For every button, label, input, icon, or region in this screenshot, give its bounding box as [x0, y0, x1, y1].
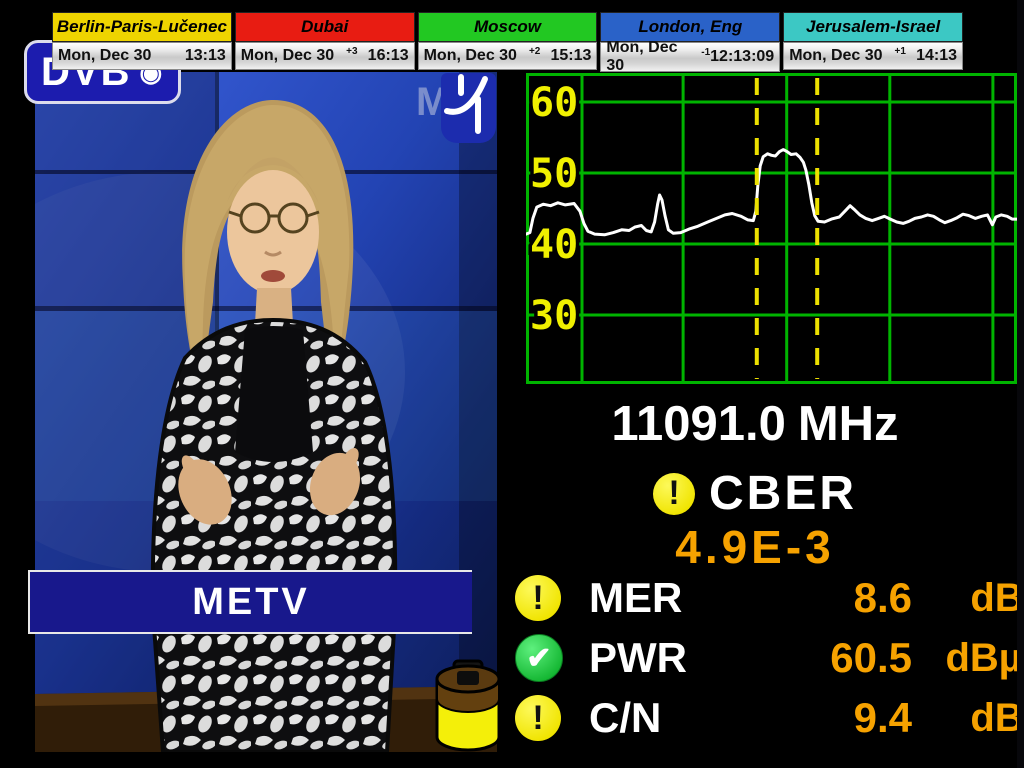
- clock-time-row: Mon, Dec 30 -1 12:13:09: [600, 39, 781, 74]
- metric-value: 8.6: [853, 574, 912, 621]
- clock-utc-offset: +2: [528, 45, 541, 57]
- clock-date: Mon, Dec 30: [789, 47, 883, 64]
- warning-icon: !: [515, 575, 561, 621]
- clock-time-row: Mon, Dec 30 +2 15:13: [417, 42, 598, 70]
- clock-cell-berlin: Berlin-Paris-Lučenec Mon, Dec 30 13:13: [52, 12, 232, 70]
- clock-utc-offset: +3: [346, 45, 358, 57]
- svg-text:50: 50: [530, 151, 578, 197]
- clock-date: Mon, Dec 30: [58, 47, 152, 64]
- warning-icon: !: [515, 695, 561, 741]
- clock-date: Mon, Dec 30: [240, 47, 335, 64]
- frequency-readout: 11091.0 MHz: [505, 396, 1005, 452]
- clock-city-label: London, Eng: [600, 12, 781, 42]
- channel-name: METV: [192, 580, 310, 623]
- metric-unit: dB: [970, 695, 1017, 740]
- clock-time-row: Mon, Dec 30 +3 16:13: [234, 42, 415, 70]
- metric-unit: dBµV: [945, 635, 1017, 680]
- clock-cell-london: London, Eng Mon, Dec 30 -1 12:13:09: [600, 12, 781, 74]
- clock-time-row: Mon, Dec 30 +1 14:13: [783, 42, 963, 70]
- presenter-figure: [150, 99, 398, 752]
- cber-label: CBER: [708, 467, 857, 520]
- screen-edge-frame: [1017, 0, 1024, 768]
- metric-row-pwr: ✔ PWR 60.5 dBµV: [515, 628, 1017, 688]
- cber-readout: ! CBER: [520, 466, 990, 521]
- world-clock-bar: Berlin-Paris-Lučenec Mon, Dec 30 13:13 D…: [52, 12, 963, 74]
- clock-time: 16:13: [367, 47, 409, 64]
- studio-scene: [35, 72, 497, 752]
- clock-time: 12:13:09: [710, 48, 775, 65]
- metric-value: 60.5: [830, 634, 912, 681]
- clock-city-label: Berlin-Paris-Lučenec: [52, 12, 232, 42]
- check-icon: ✔: [515, 634, 563, 682]
- clock-date: Mon, Dec 30: [606, 39, 678, 74]
- clock-time: 13:13: [184, 47, 226, 64]
- clock-utc-offset: +1: [894, 45, 906, 57]
- clock-cell-dubai: Dubai Mon, Dec 30 +3 16:13: [234, 12, 415, 70]
- svg-text:30: 30: [530, 293, 578, 339]
- spectrum-plot: 60 50 40 30: [526, 73, 1017, 384]
- metric-label: MER: [589, 574, 683, 621]
- svg-text:60: 60: [530, 80, 578, 126]
- channel-name-banner: METV: [28, 570, 472, 634]
- clock-time: 15:13: [550, 47, 592, 64]
- clock-utc-offset: -1: [701, 46, 711, 58]
- clock-city-label: Moscow: [417, 12, 598, 42]
- warning-icon: !: [652, 472, 695, 515]
- video-preview: [35, 72, 497, 752]
- frequency-value: 11091.0: [611, 397, 786, 451]
- clock-city-label: Jerusalem-Israel: [783, 12, 963, 42]
- metric-value: 9.4: [853, 694, 912, 741]
- clock-cell-jerusalem: Jerusalem-Israel Mon, Dec 30 +1 14:13: [783, 12, 963, 70]
- metric-row-mer: ! MER 8.6 dB: [515, 568, 1017, 628]
- frequency-unit: MHz: [797, 397, 899, 451]
- metric-label: C/N: [589, 694, 662, 741]
- clock-time-row: Mon, Dec 30 13:13: [52, 42, 232, 70]
- battery-level-icon: [433, 657, 503, 753]
- channel-logo-icon: [441, 73, 496, 143]
- clock-city-label: Dubai: [234, 12, 415, 42]
- metric-rows: ! MER 8.6 dB ✔ PWR 60.5 dBµV ! C/N 9.4 d…: [515, 568, 1017, 752]
- clock-cell-moscow: Moscow Mon, Dec 30 +2 15:13: [417, 12, 598, 70]
- clock-date: Mon, Dec 30: [423, 47, 517, 64]
- clock-time: 14:13: [916, 47, 957, 64]
- metric-row-cn: ! C/N 9.4 dB: [515, 688, 1017, 748]
- metric-unit: dB: [970, 575, 1017, 620]
- svg-text:40: 40: [530, 222, 578, 268]
- cber-value: 4.9E-3: [675, 521, 835, 573]
- spectrum-analyzer: 60 50 40 30: [526, 73, 1017, 384]
- metric-label: PWR: [589, 634, 687, 681]
